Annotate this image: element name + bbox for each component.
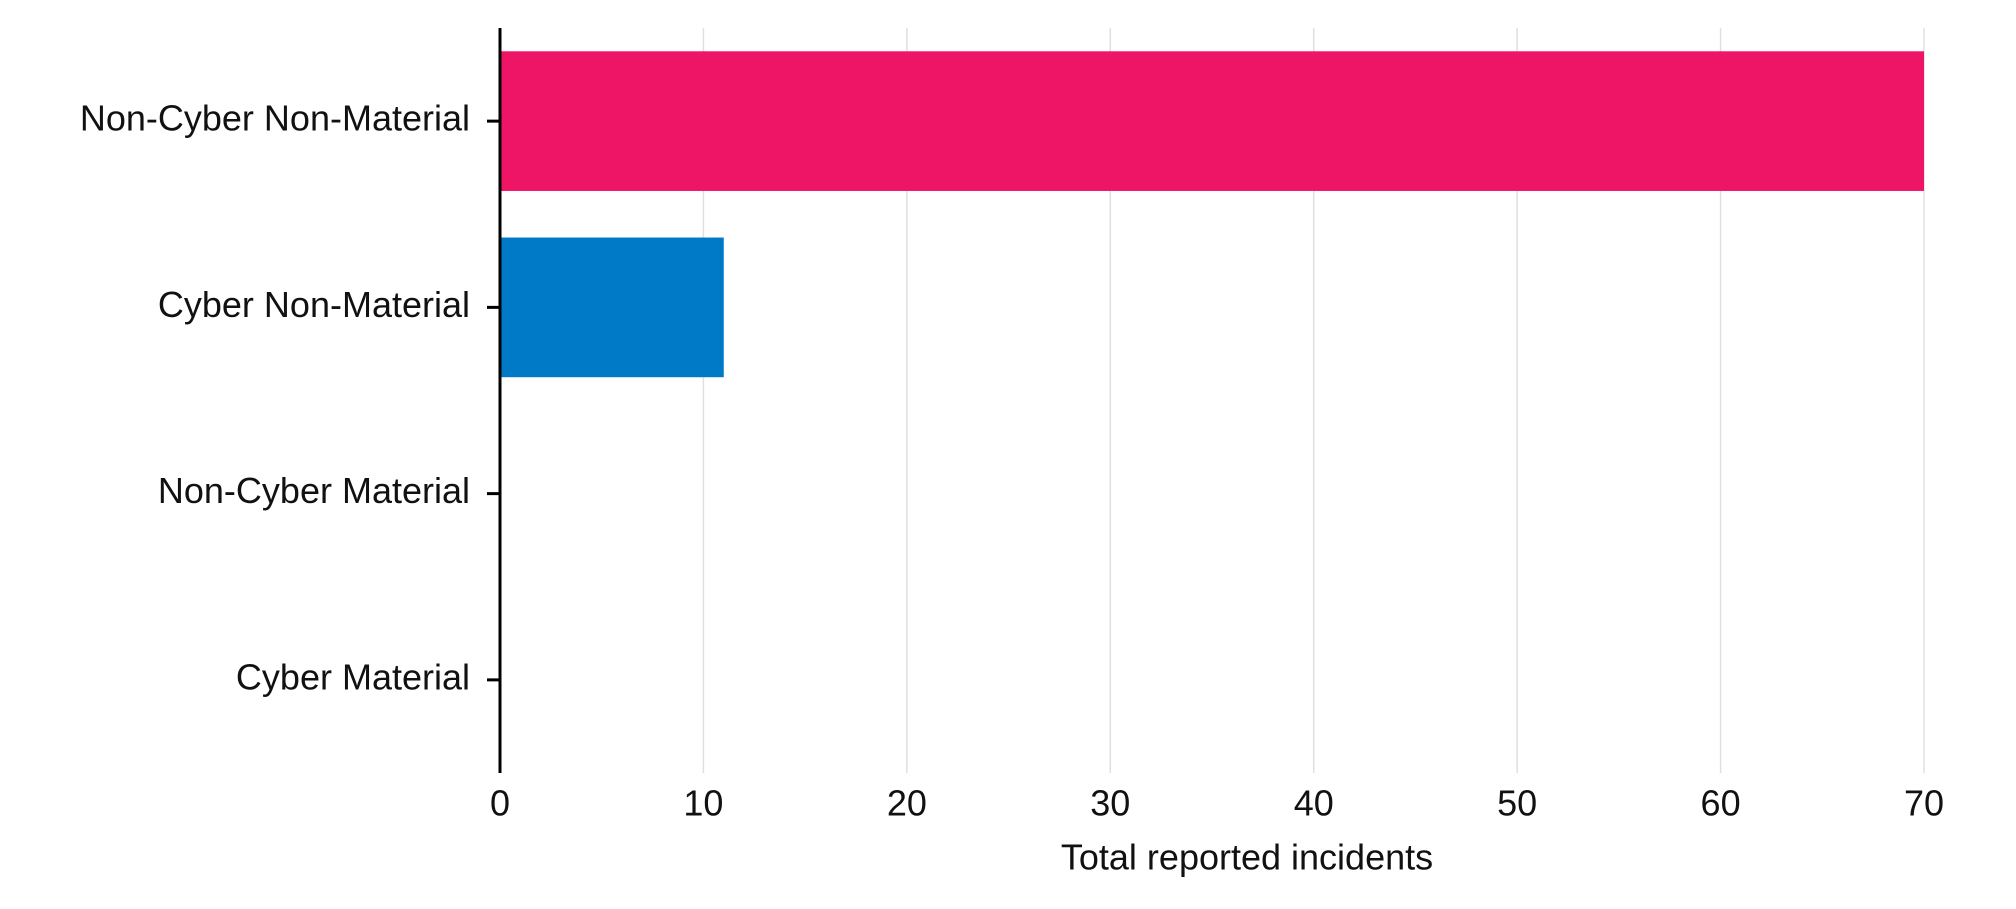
y-tick-label: Cyber Non-Material — [158, 284, 470, 325]
y-tick-label: Non-Cyber Non-Material — [80, 98, 470, 139]
x-tick-label: 40 — [1294, 783, 1334, 824]
bar — [500, 51, 1924, 191]
x-tick-label: 0 — [490, 783, 510, 824]
x-tick-label: 10 — [683, 783, 723, 824]
bar — [500, 237, 724, 378]
y-tick-label: Non-Cyber Material — [158, 470, 470, 511]
x-tick-label: 70 — [1904, 783, 1944, 824]
x-tick-label: 30 — [1090, 783, 1130, 824]
x-axis-label: Total reported incidents — [1061, 837, 1433, 878]
x-tick-label: 20 — [887, 783, 927, 824]
x-tick-label: 50 — [1497, 783, 1537, 824]
x-tick-label: 60 — [1701, 783, 1741, 824]
y-tick-label: Cyber Material — [236, 656, 470, 697]
